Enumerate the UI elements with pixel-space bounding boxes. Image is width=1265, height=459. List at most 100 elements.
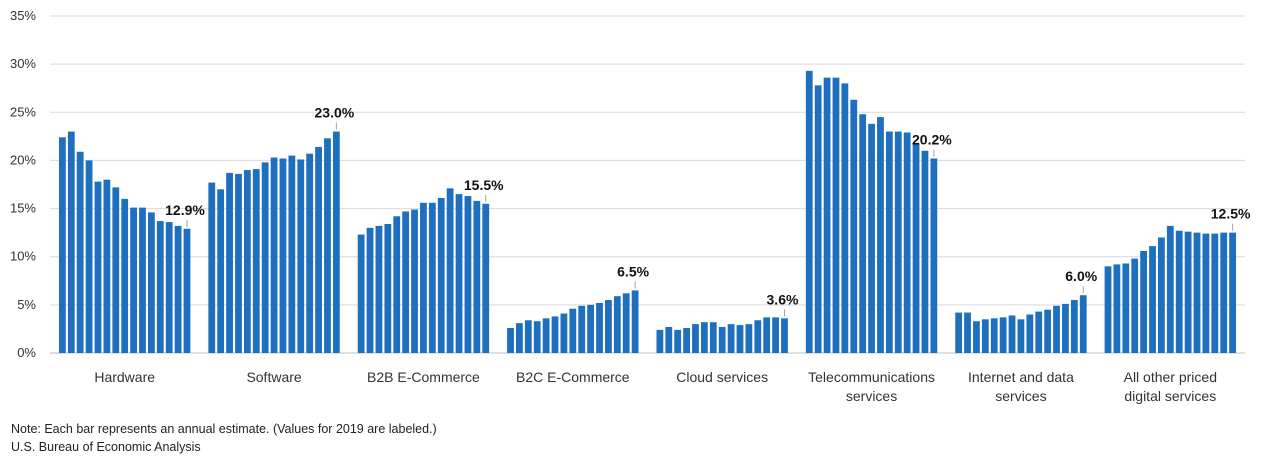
bar [393, 216, 401, 353]
y-tick-label: 0% [17, 345, 36, 360]
bar [112, 187, 120, 353]
bar [885, 131, 893, 353]
bar [58, 137, 66, 353]
bar [482, 203, 490, 353]
bar [665, 327, 673, 353]
bar [156, 221, 164, 353]
bar [507, 327, 514, 353]
data-label-2019: 23.0% [315, 105, 355, 121]
bar [781, 318, 788, 353]
bar [1104, 266, 1112, 353]
bar [551, 316, 559, 353]
bar [464, 196, 472, 353]
bar [955, 312, 963, 353]
bar [877, 117, 884, 353]
category-label: services [846, 388, 897, 404]
bar [745, 324, 753, 353]
bar [560, 313, 568, 353]
bar [1140, 250, 1148, 353]
category-label: Software [246, 369, 301, 385]
bar [147, 212, 155, 353]
bar [1122, 263, 1130, 353]
bar [121, 198, 129, 353]
bar [1220, 232, 1228, 353]
data-label-2019: 6.5% [617, 263, 649, 279]
bar [1079, 295, 1087, 353]
bar [964, 312, 971, 353]
category-label: Hardware [94, 369, 155, 385]
bar [587, 304, 595, 353]
bar [859, 114, 867, 353]
source-note: U.S. Bureau of Economic Analysis [11, 440, 201, 454]
bar [130, 207, 137, 353]
bar [613, 296, 621, 353]
category-labels: Hardware Software B2B E-Commerce B2C E-Comm… [94, 369, 1217, 404]
bar [674, 329, 682, 353]
y-tick-label: 25% [10, 104, 36, 119]
data-labels: 12.9% 23.0% 15.5% 6.5% 3.6% 20.2% 6.0% 12.5% [165, 105, 1251, 308]
bar [243, 170, 251, 353]
y-axis-tick-labels: 0% 5% 10% 15% 20% 25% 30% 35% [10, 8, 36, 360]
bar [428, 202, 436, 353]
bar [930, 158, 938, 353]
label-leader-lines [186, 122, 1234, 317]
category-label: services [995, 388, 1046, 404]
category-label: digital services [1124, 388, 1216, 404]
category-label: Cloud services [676, 369, 768, 385]
bar [324, 138, 331, 353]
bar [596, 302, 603, 353]
bar [1149, 246, 1156, 353]
bar [1026, 314, 1034, 353]
bar [700, 322, 708, 353]
bar [85, 160, 93, 353]
bar [823, 77, 831, 353]
y-tick-label: 5% [17, 297, 36, 312]
bar [1008, 315, 1016, 353]
bar [1158, 237, 1165, 353]
category-label: Internet and data [968, 369, 1074, 385]
bar [235, 173, 242, 353]
bar [622, 293, 630, 353]
bar [366, 227, 374, 353]
bars [58, 70, 1237, 354]
bar [1044, 309, 1052, 353]
y-tick-label: 10% [10, 249, 36, 264]
bar [605, 300, 612, 353]
bar [692, 324, 699, 353]
bar [420, 202, 427, 353]
bar [473, 200, 481, 353]
bar [357, 234, 365, 353]
bar [94, 181, 102, 353]
bar [542, 318, 550, 353]
bar [261, 162, 269, 353]
bar [270, 157, 278, 353]
bar [67, 131, 75, 353]
y-tick-label: 15% [10, 201, 36, 216]
bar [683, 327, 690, 353]
category-label: B2C E-Commerce [516, 369, 630, 385]
bar [139, 207, 146, 353]
bar [1211, 233, 1219, 353]
bar [754, 320, 762, 353]
bar [288, 155, 296, 353]
chart-note: Note: Each bar represents an annual esti… [11, 422, 437, 436]
bar [1017, 319, 1025, 353]
data-label-2019: 15.5% [464, 177, 504, 193]
bar [569, 308, 577, 353]
bar [736, 325, 744, 353]
data-label-2019: 6.0% [1065, 268, 1097, 284]
data-label-2019: 20.2% [912, 132, 952, 148]
bar [973, 321, 980, 353]
bar [981, 319, 989, 353]
category-label: All other priced [1124, 369, 1217, 385]
bar [252, 169, 260, 353]
bar [999, 317, 1007, 353]
bar [578, 305, 586, 353]
bar [1175, 230, 1183, 353]
bar [455, 194, 463, 353]
bar [165, 222, 173, 353]
bar [279, 158, 287, 353]
bar [1053, 305, 1060, 353]
bar [524, 320, 532, 353]
y-tick-label: 35% [10, 8, 36, 23]
